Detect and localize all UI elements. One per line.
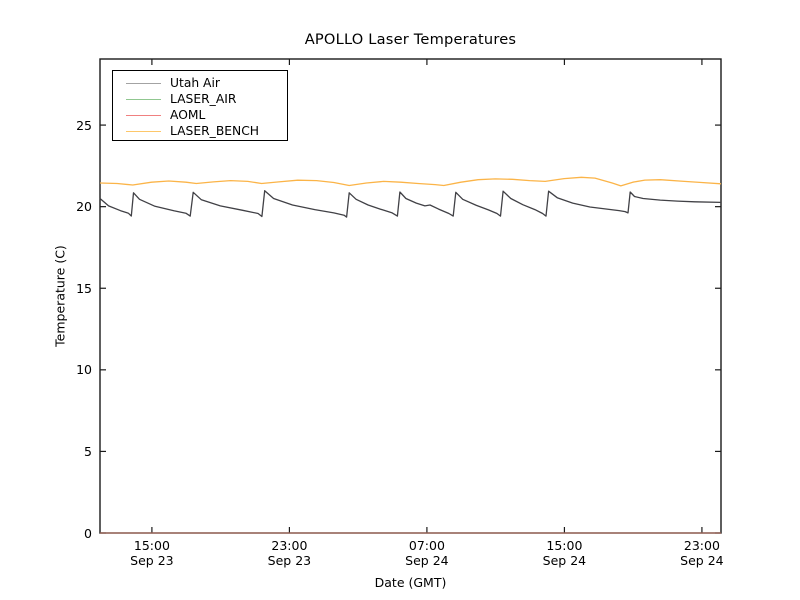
x-tick-label: 15:00 Sep 24 [543,538,586,568]
x-tick-label: 23:00 Sep 24 [680,538,723,568]
x-tick-date: Sep 23 [267,553,312,568]
legend-item-laser-air: LASER_AIR [113,91,287,107]
series-line-laser-bench [99,176,722,187]
legend-line-sample [126,114,161,116]
legend-line-sample [126,98,161,100]
x-tick-date: Sep 24 [405,553,449,568]
legend-label: Utah Air [170,76,220,90]
legend-item-aoml: AOML [113,107,287,123]
legend-label: LASER_AIR [170,92,237,106]
series-line-utah-air [99,190,722,218]
x-tick-time: 23:00 [271,538,308,553]
x-axis-label: Date (GMT) [374,575,447,590]
y-tick-label: 5 [84,443,92,459]
legend-label: AOML [170,108,206,122]
legend-box: Utah Air LASER_AIR AOML LASER_BENCH [112,70,288,141]
x-tick-label: 07:00 Sep 24 [405,538,448,568]
y-tick-label: 0 [84,525,92,541]
x-tick-date: Sep 23 [130,553,174,568]
legend-item-laser-bench: LASER_BENCH [113,123,287,139]
x-tick-date: Sep 24 [542,553,587,568]
x-tick-time: 07:00 [408,538,445,553]
y-tick-label: 20 [76,199,92,215]
x-tick-time: 15:00 [546,538,583,553]
y-axis-label: Temperature (C) [52,245,68,347]
x-tick-time: 15:00 [133,538,170,553]
legend-line-sample [126,82,161,84]
x-tick-label: 23:00 Sep 23 [268,538,311,568]
y-tick-label: 15 [76,280,92,296]
chart-title: APOLLO Laser Temperatures [304,31,517,48]
y-tick-label: 10 [76,362,92,378]
x-tick-time: 23:00 [683,538,720,553]
x-tick-label: 15:00 Sep 23 [130,538,173,568]
legend-line-sample [126,130,161,132]
legend-item-utah-air: Utah Air [113,75,287,91]
x-tick-date: Sep 24 [680,553,724,568]
y-tick-label: 25 [76,117,92,133]
legend-label: LASER_BENCH [170,124,260,138]
